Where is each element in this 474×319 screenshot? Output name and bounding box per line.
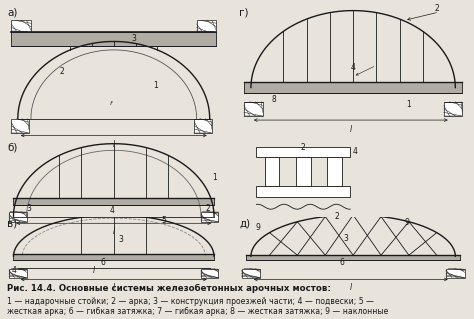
Text: 4: 4 <box>351 63 356 71</box>
Text: 4: 4 <box>352 147 357 156</box>
Text: 5: 5 <box>162 216 166 225</box>
Text: $l$: $l$ <box>112 138 116 149</box>
Text: в): в) <box>7 218 17 228</box>
Bar <box>244 82 462 93</box>
Bar <box>246 255 460 260</box>
Text: д): д) <box>239 218 250 228</box>
Text: 3: 3 <box>131 34 136 43</box>
Text: $l$: $l$ <box>349 281 353 292</box>
Text: 9: 9 <box>404 218 409 226</box>
Text: 6: 6 <box>100 258 106 267</box>
Text: 1: 1 <box>153 81 158 90</box>
Bar <box>11 32 216 46</box>
FancyBboxPatch shape <box>244 102 263 116</box>
Text: 2: 2 <box>301 143 306 152</box>
Text: 1: 1 <box>407 100 411 109</box>
Bar <box>13 254 214 260</box>
Text: г): г) <box>239 8 249 18</box>
FancyBboxPatch shape <box>9 212 27 222</box>
Text: $l$: $l$ <box>92 264 96 275</box>
Text: подвески: подвески <box>7 317 46 319</box>
FancyBboxPatch shape <box>201 269 219 278</box>
Bar <box>265 157 279 186</box>
Text: 2: 2 <box>335 212 339 221</box>
FancyBboxPatch shape <box>11 20 31 32</box>
Text: 8: 8 <box>272 95 277 104</box>
Text: 2: 2 <box>434 4 439 12</box>
Text: 3: 3 <box>27 204 31 213</box>
Text: 6: 6 <box>339 258 344 267</box>
Text: 9: 9 <box>255 223 260 232</box>
FancyBboxPatch shape <box>11 119 29 133</box>
Text: 4: 4 <box>11 266 16 275</box>
Text: 3: 3 <box>118 235 123 244</box>
Text: жесткая арка; 6 — гибкая затяжка; 7 — гибкая арка; 8 — жесткая затяжка; 9 — накл: жесткая арка; 6 — гибкая затяжка; 7 — ги… <box>7 307 388 316</box>
Text: 4: 4 <box>109 205 114 214</box>
FancyBboxPatch shape <box>197 20 216 32</box>
Bar <box>328 157 342 186</box>
Text: 2: 2 <box>205 204 210 213</box>
FancyBboxPatch shape <box>242 269 260 278</box>
FancyBboxPatch shape <box>9 269 27 278</box>
Text: 1: 1 <box>212 173 217 182</box>
FancyBboxPatch shape <box>444 102 462 116</box>
Bar <box>296 157 310 186</box>
Text: $l$: $l$ <box>112 225 116 236</box>
Text: 2: 2 <box>59 67 64 76</box>
FancyBboxPatch shape <box>446 269 465 278</box>
FancyBboxPatch shape <box>194 119 212 133</box>
Text: Рис. 14.4. Основные системы железобетонных арочных мостов:: Рис. 14.4. Основные системы железобетонн… <box>7 284 331 293</box>
Text: 3: 3 <box>344 234 349 243</box>
Text: $f$: $f$ <box>109 99 114 107</box>
Text: $l$: $l$ <box>112 281 116 292</box>
Bar <box>256 186 350 197</box>
Text: б): б) <box>7 142 17 152</box>
FancyBboxPatch shape <box>201 212 219 222</box>
Bar <box>256 147 350 157</box>
Text: а): а) <box>7 8 17 18</box>
Bar <box>13 198 214 205</box>
Text: $l$: $l$ <box>349 123 353 134</box>
Text: 1 — надарочные стойки; 2 — арка; 3 — конструкция проезжей части; 4 — подвески; 5: 1 — надарочные стойки; 2 — арка; 3 — кон… <box>7 297 374 306</box>
